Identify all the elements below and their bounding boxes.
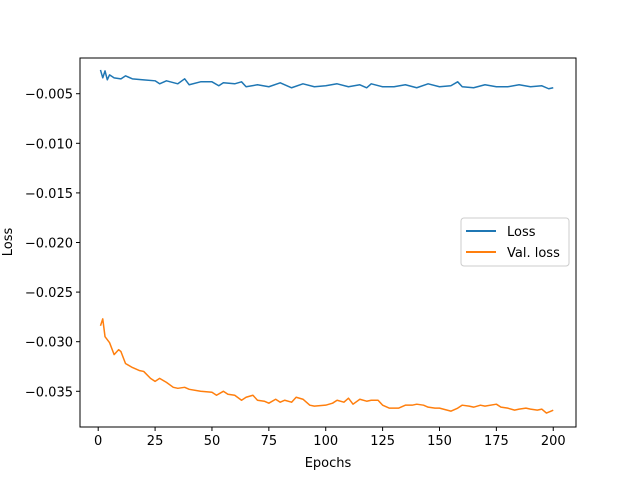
y-tick-label: −0.005	[25, 88, 73, 103]
legend: Loss Val. loss	[460, 217, 570, 267]
x-tick-label: 0	[94, 434, 102, 449]
x-tick-label: 150	[427, 434, 452, 449]
x-tick-label: 200	[541, 434, 566, 449]
x-axis-ticks: 0 25 50 75 100 125 150 175 200	[94, 427, 566, 449]
series-line-loss	[99, 69, 554, 90]
y-axis-ticks: −0.005 −0.010 −0.015 −0.020 −0.025 −0.030 −0.0…	[25, 88, 80, 400]
x-tick-label: 50	[204, 434, 221, 449]
legend-label-loss: Loss	[507, 225, 536, 240]
legend-label-val-loss: Val. loss	[507, 246, 560, 261]
plot-area: 0 25 50 75 100 125 150 175 200 −0.005 −0.010 −0.01…	[25, 57, 577, 449]
y-tick-label: −0.015	[25, 187, 73, 202]
y-tick-label: −0.020	[25, 237, 73, 252]
y-axis-label: Loss	[1, 228, 16, 257]
x-axis-label: Epochs	[305, 456, 352, 471]
x-tick-label: 25	[147, 434, 164, 449]
y-tick-label: −0.035	[25, 385, 73, 400]
x-tick-label: 100	[313, 434, 338, 449]
series-layer	[99, 69, 554, 414]
x-tick-label: 125	[370, 434, 395, 449]
series-line-val-loss	[99, 318, 554, 414]
x-tick-label: 175	[484, 434, 509, 449]
x-tick-label: 75	[261, 434, 278, 449]
y-tick-label: −0.030	[25, 336, 73, 351]
y-tick-label: −0.010	[25, 137, 73, 152]
y-tick-label: −0.025	[25, 286, 73, 301]
